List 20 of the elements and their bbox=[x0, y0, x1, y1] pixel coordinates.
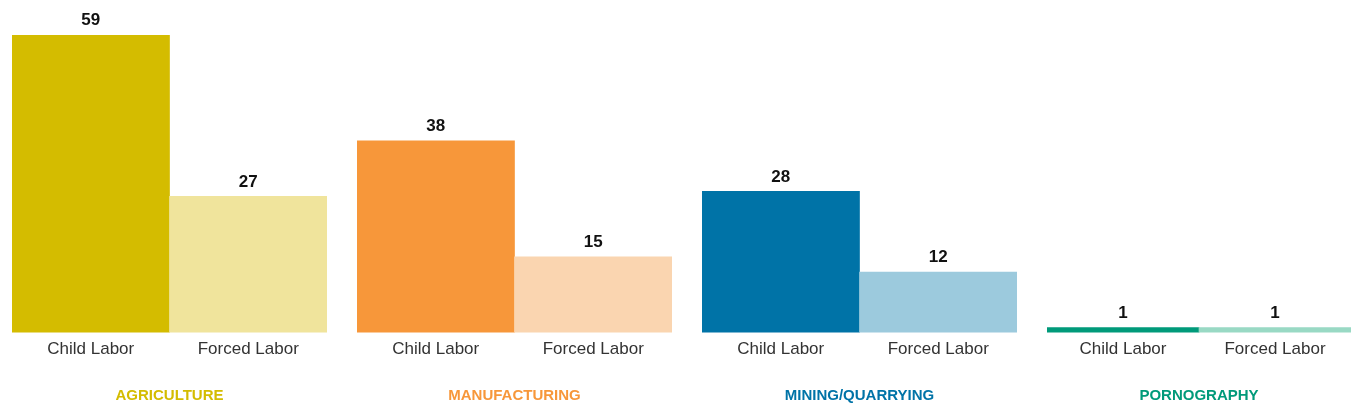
data-label: 38 bbox=[426, 116, 446, 136]
data-label: 15 bbox=[583, 232, 603, 252]
x-tick-label: Child Labor bbox=[392, 339, 480, 359]
data-label: 27 bbox=[238, 171, 258, 191]
x-tick-label: Forced Labor bbox=[542, 339, 645, 359]
text: PORNOGRAPHY bbox=[1139, 386, 1259, 404]
text: MANUFACTURING bbox=[448, 386, 581, 404]
data-label: 12 bbox=[928, 247, 948, 267]
data-label: 59 bbox=[81, 10, 101, 30]
x-tick-label: Forced Labor bbox=[1224, 339, 1326, 359]
x-tick-label: Child Labor bbox=[47, 339, 135, 359]
data-label: 1 bbox=[1118, 302, 1128, 322]
data-label: 1 bbox=[1270, 302, 1280, 322]
x-tick-label: Forced Labor bbox=[197, 339, 300, 359]
data-label: 28 bbox=[771, 166, 791, 186]
text: AGRICULTURE bbox=[115, 386, 224, 404]
text: MINING/QUARRYING bbox=[784, 386, 935, 404]
x-tick-label: Child Labor bbox=[1079, 339, 1167, 359]
x-tick-label: Forced Labor bbox=[887, 339, 990, 359]
x-tick-label: Child Labor bbox=[737, 339, 825, 359]
